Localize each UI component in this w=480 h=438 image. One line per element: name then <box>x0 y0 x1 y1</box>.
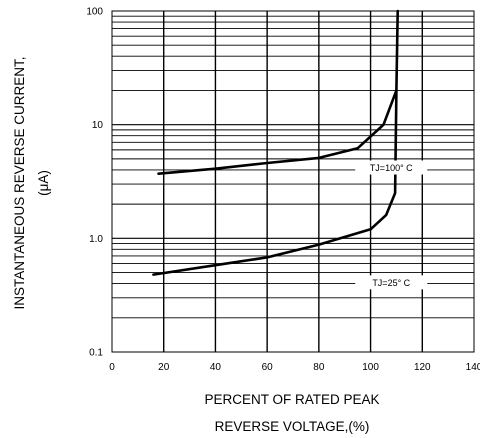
x-tick-label: 60 <box>262 362 274 373</box>
annotation-1: TJ=25° C <box>372 278 410 288</box>
annotation-bg-1 <box>355 275 428 290</box>
y-tick-labels: 0.1 1.0 10 100 <box>86 7 103 359</box>
y-axis-title-line1: INSTANTANEOUS REVERSE CURRENT, <box>12 56 27 309</box>
x-tick-label: 120 <box>414 362 431 373</box>
x-axis-title-line2: REVERSE VOLTAGE,(%) <box>215 419 370 434</box>
y-tick-label: 1.0 <box>89 234 103 245</box>
x-tick-label: 100 <box>362 362 379 373</box>
annotation-bg-0 <box>355 160 428 175</box>
series-curve-0 <box>157 9 399 175</box>
annotation-0: TJ=100° C <box>370 163 413 173</box>
x-tick-label: 140 <box>466 362 480 373</box>
y-axis-title-line2: (μA) <box>36 170 51 196</box>
x-tick-label: 20 <box>158 362 170 373</box>
x-tick-label: 80 <box>313 362 325 373</box>
series-layer <box>152 9 399 276</box>
x-tick-label: 40 <box>210 362 222 373</box>
x-tick-label: 0 <box>109 362 115 373</box>
x-tick-labels: 0 20 40 60 80 100 120 140 <box>109 362 480 373</box>
series-curve-1 <box>152 89 398 276</box>
plot-frame <box>111 10 475 353</box>
y-tick-label: 100 <box>86 7 103 18</box>
grid <box>112 11 474 352</box>
y-tick-label: 10 <box>92 120 104 131</box>
x-axis-title-line1: PERCENT OF RATED PEAK <box>204 392 379 407</box>
annotation-layer: TJ=100° C TJ=25° C <box>355 160 428 290</box>
y-tick-label: 0.1 <box>89 348 103 359</box>
